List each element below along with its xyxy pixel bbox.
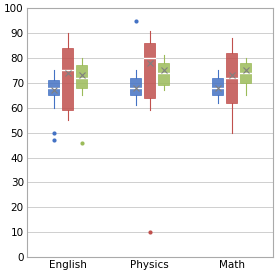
Bar bbox=[130, 78, 141, 95]
Bar bbox=[240, 63, 251, 83]
Bar bbox=[48, 80, 59, 95]
Bar bbox=[144, 43, 155, 98]
Bar bbox=[227, 53, 237, 103]
Bar bbox=[62, 48, 73, 110]
Bar bbox=[212, 78, 223, 95]
Bar bbox=[76, 65, 87, 88]
Bar bbox=[158, 63, 169, 85]
